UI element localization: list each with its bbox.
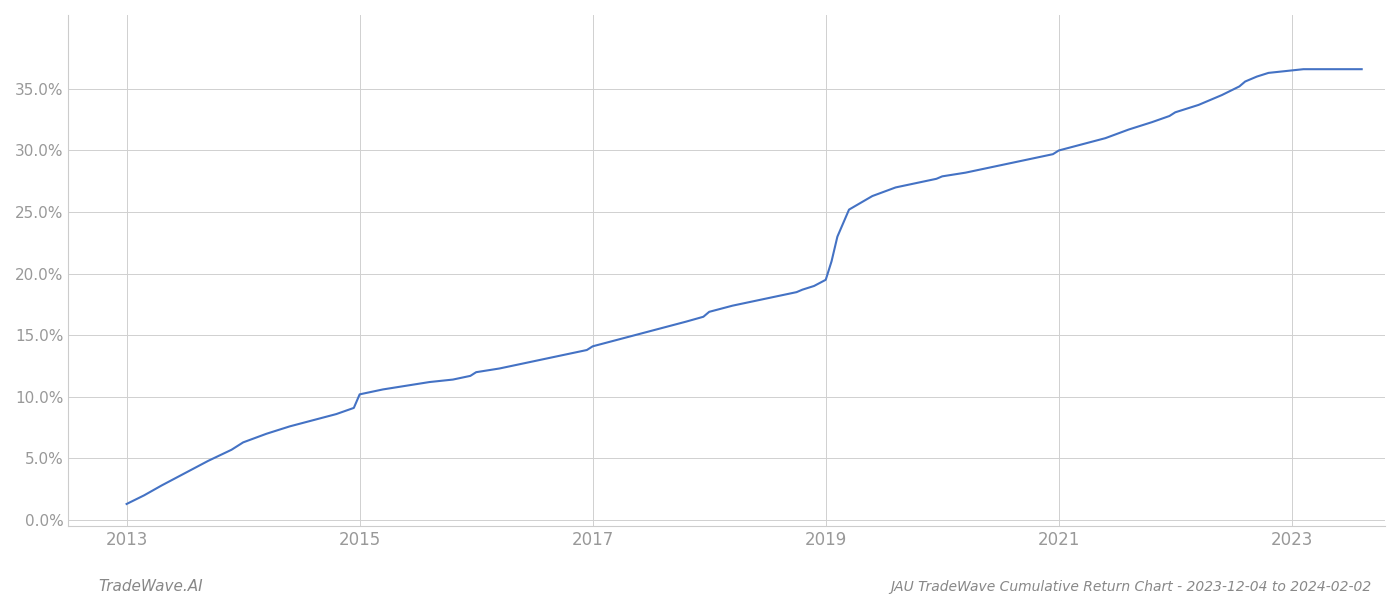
Text: JAU TradeWave Cumulative Return Chart - 2023-12-04 to 2024-02-02: JAU TradeWave Cumulative Return Chart - … — [890, 580, 1372, 594]
Text: TradeWave.AI: TradeWave.AI — [98, 579, 203, 594]
